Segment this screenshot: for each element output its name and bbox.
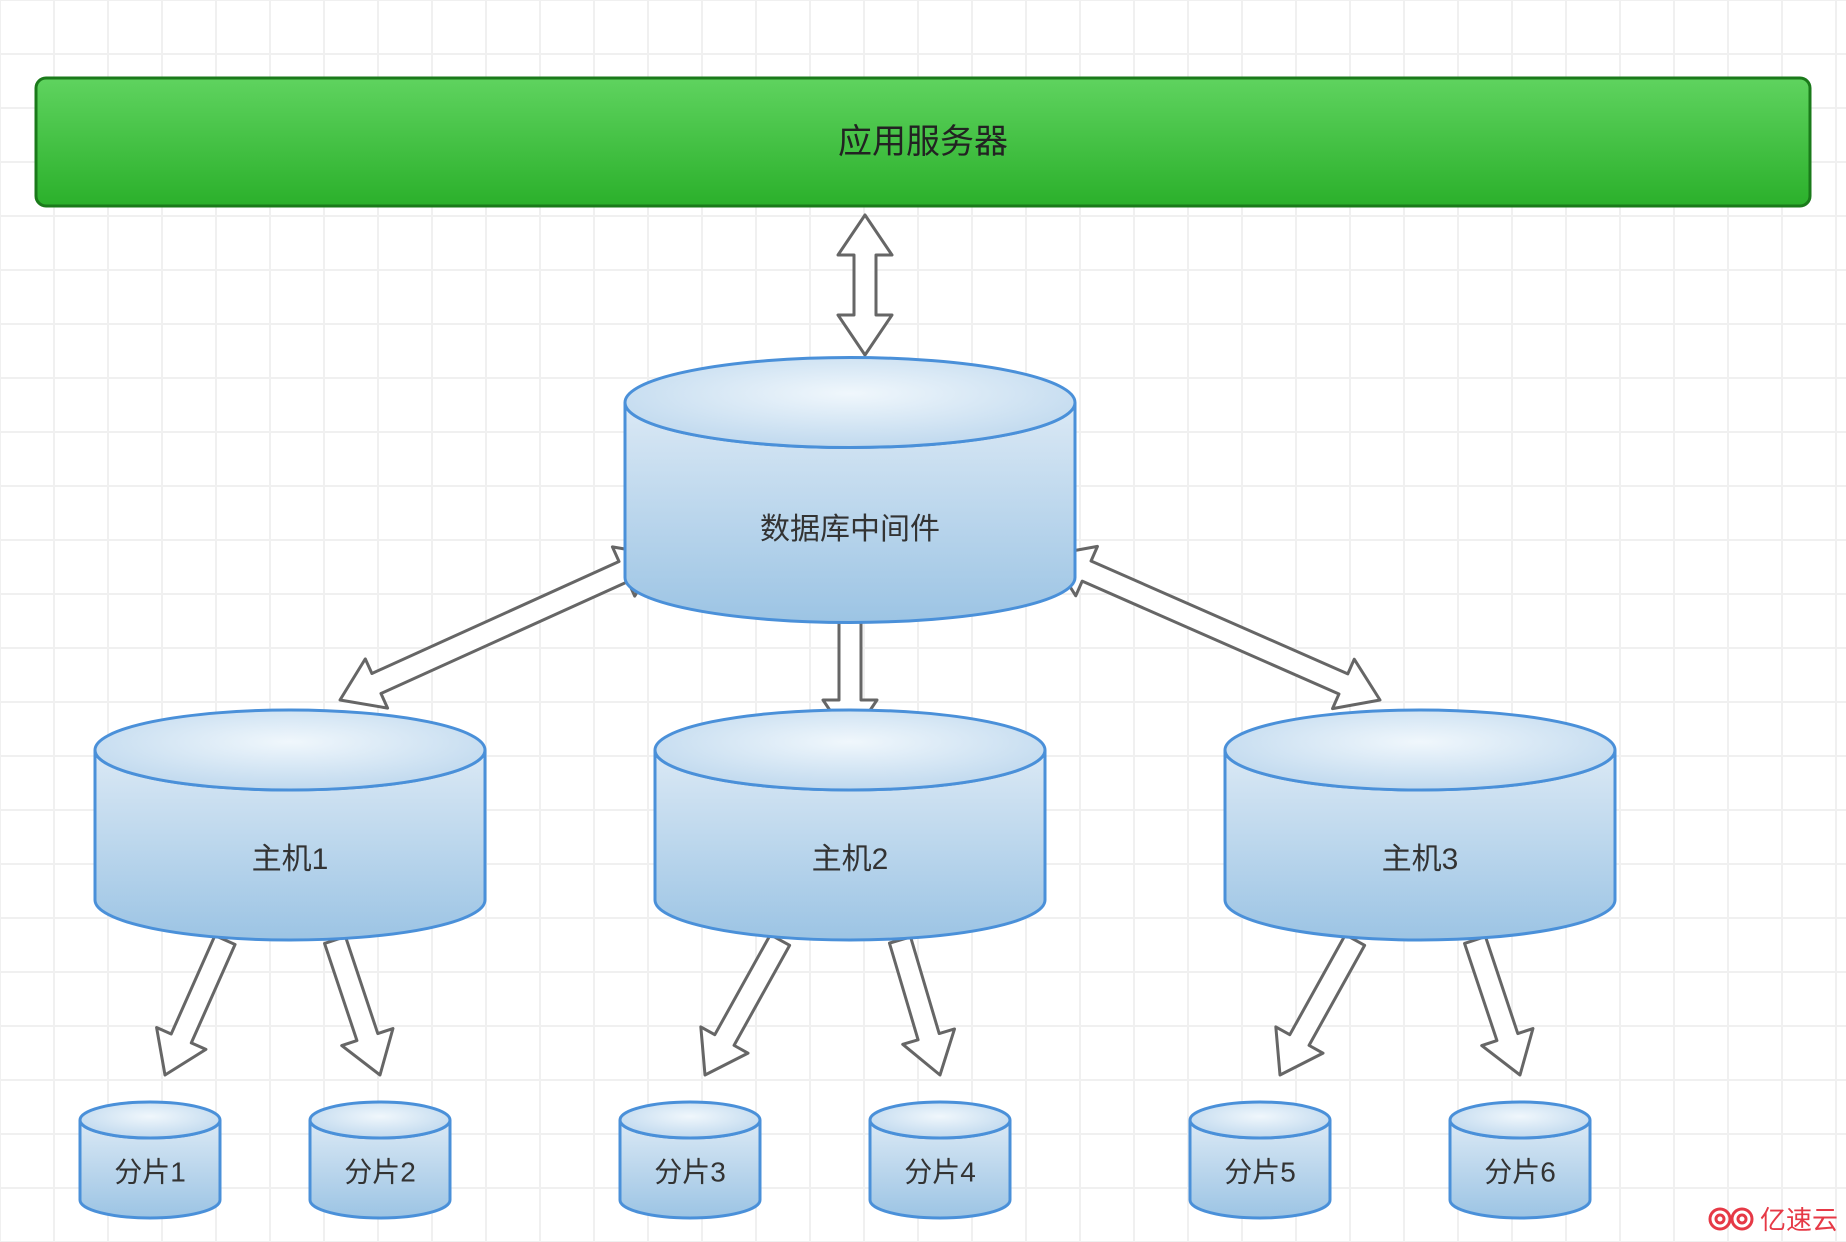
shard-cylinder-1-label: 分片1	[114, 1156, 186, 1187]
host-cylinder-2-label: 主机2	[812, 843, 889, 876]
watermark: 亿速云	[1710, 1205, 1838, 1235]
shard-cylinder-6-label: 分片6	[1484, 1156, 1556, 1187]
arrows	[140, 215, 1545, 1088]
host-cylinder-3: 主机3	[1225, 710, 1615, 940]
host-cylinder-1: 主机1	[95, 710, 485, 940]
shard-cylinder-3: 分片3	[620, 1102, 760, 1218]
shard-cylinder-2: 分片2	[310, 1102, 450, 1218]
shard-cylinder-1: 分片1	[80, 1102, 220, 1218]
middleware-cylinder-label: 数据库中间件	[760, 513, 940, 546]
architecture-diagram: 应用服务器 数据库中间件主机1主机2主机3分片1分片2分片3分片4分片5分片6 …	[0, 0, 1846, 1242]
host-cylinder-1-label: 主机1	[252, 843, 329, 876]
arrow	[140, 929, 249, 1086]
arrow	[1039, 530, 1391, 724]
arrow	[1256, 927, 1378, 1088]
shard-cylinder-2-label: 分片2	[344, 1156, 416, 1187]
arrow	[681, 927, 803, 1088]
arrow	[329, 530, 671, 724]
shard-cylinder-5-label: 分片5	[1224, 1156, 1296, 1187]
shard-cylinder-5: 分片5	[1190, 1102, 1330, 1218]
middleware-cylinder: 数据库中间件	[625, 358, 1075, 623]
app-server-box: 应用服务器	[36, 78, 1810, 206]
shard-cylinder-3-label: 分片3	[654, 1156, 726, 1187]
host-cylinder-2: 主机2	[655, 710, 1045, 940]
arrow	[1449, 931, 1545, 1083]
watermark-text: 亿速云	[1760, 1205, 1838, 1235]
arrow	[874, 932, 966, 1082]
host-cylinder-3-label: 主机3	[1382, 843, 1459, 876]
app-server-label: 应用服务器	[838, 123, 1008, 161]
shard-cylinder-6: 分片6	[1450, 1102, 1590, 1218]
arrow	[838, 215, 892, 355]
shard-cylinder-4-label: 分片4	[904, 1156, 976, 1187]
watermark-icon	[1710, 1209, 1752, 1229]
shard-cylinder-4: 分片4	[870, 1102, 1010, 1218]
